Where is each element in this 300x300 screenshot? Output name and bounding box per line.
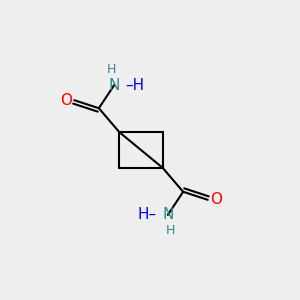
Text: H–: H– — [137, 207, 156, 222]
Text: H: H — [166, 224, 176, 237]
Text: O: O — [210, 192, 222, 207]
Text: O: O — [60, 93, 72, 108]
Text: H: H — [106, 63, 116, 76]
Text: N: N — [162, 207, 173, 222]
Text: N: N — [109, 78, 120, 93]
Text: –H: –H — [126, 78, 145, 93]
